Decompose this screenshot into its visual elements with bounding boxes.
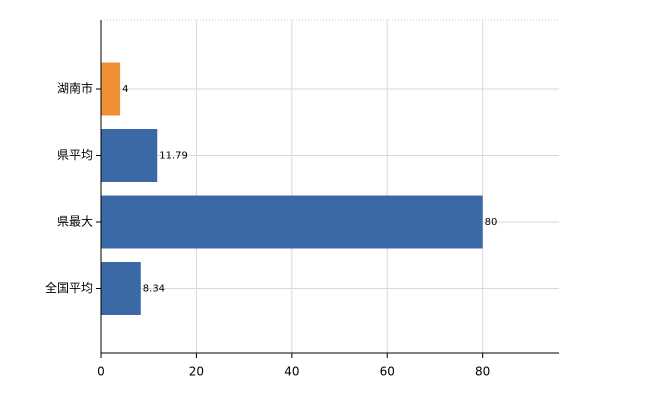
x-tick-label: 20: [189, 365, 204, 379]
value-label: 11.79: [159, 151, 188, 162]
y-tick-label: 湖南市: [57, 81, 93, 96]
bar: [101, 62, 121, 116]
x-tick-label: 60: [380, 365, 395, 379]
value-label: 8.34: [143, 284, 165, 295]
bar: [101, 129, 158, 182]
bar: [101, 195, 483, 249]
x-tick-label: 40: [284, 365, 299, 379]
value-label: 4: [122, 84, 128, 95]
x-tick-label: 0: [97, 365, 105, 379]
y-tick-label: 県平均: [57, 148, 93, 162]
y-tick-label: 全国平均: [45, 280, 93, 295]
bar: [101, 262, 141, 315]
y-tick-label: 県最大: [57, 215, 93, 229]
x-tick-label: 80: [475, 365, 490, 379]
value-label: 80: [485, 217, 498, 228]
